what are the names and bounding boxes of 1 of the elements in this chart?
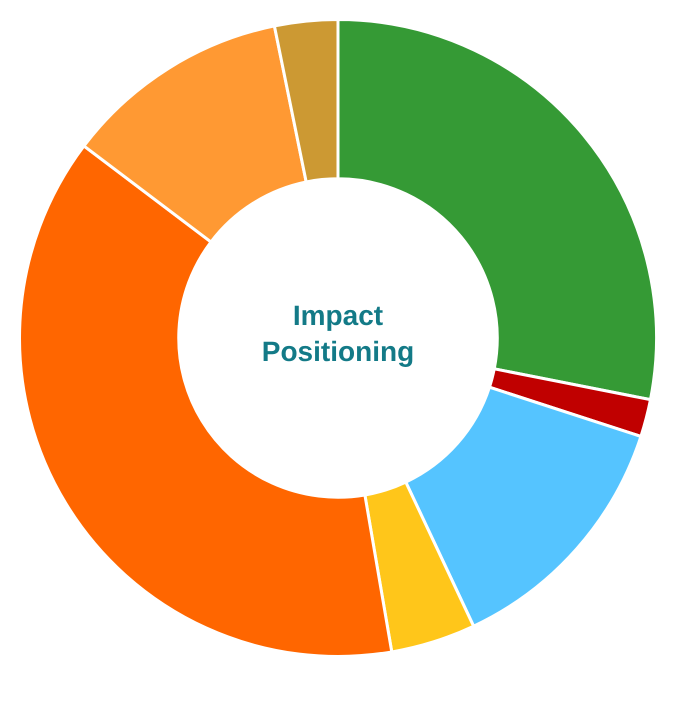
- text: Impact Positioning: [260, 299, 416, 369]
